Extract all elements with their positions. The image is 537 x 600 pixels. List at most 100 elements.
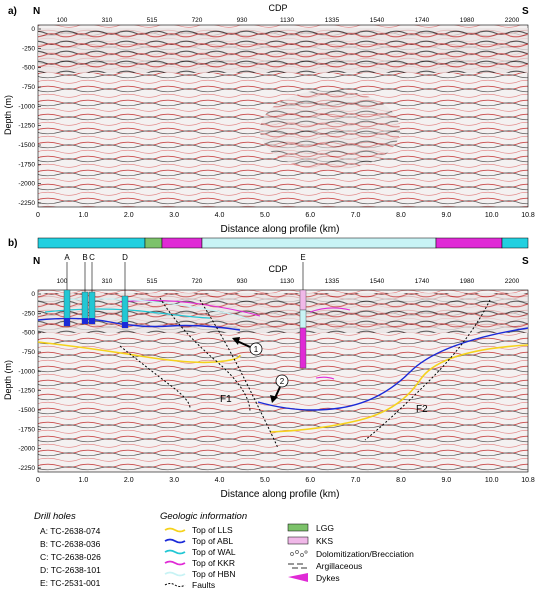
cdp-axis-title-b: CDP	[268, 264, 287, 274]
distance-tick-label: 2.0	[124, 477, 134, 484]
bar-segment-magenta-2	[435, 237, 503, 249]
depth-tick-label: -1000	[18, 103, 35, 110]
depth-tick-label: -2000	[18, 446, 35, 453]
legend-line-label: Top of HBN	[192, 569, 235, 579]
horizon-top-abl-north	[37, 317, 241, 331]
bar-segment-cyan-1	[37, 237, 146, 249]
distance-tick-label: 7.0	[351, 477, 361, 484]
drill-hole-entry: D: TC-2638-101	[40, 565, 101, 575]
depth-tick-label: -250	[22, 310, 35, 317]
distance-tick-label: 7.0	[351, 212, 361, 219]
cdp-tick-label: 1740	[415, 17, 430, 24]
drill-hole-entry: A: TC-2638-074	[40, 526, 101, 536]
distance-tick-label: 10.8	[521, 477, 535, 484]
seismic-shallow-reflectors-a	[38, 28, 528, 73]
depth-tick-label: -750	[22, 349, 35, 356]
drill-hole-letter: C	[89, 253, 95, 262]
distance-tick-label: 10.0	[485, 212, 499, 219]
cdp-tick-label: 930	[237, 17, 248, 24]
legend-line-swatch	[164, 527, 186, 533]
distance-axis-label-a: Distance along profile (km)	[221, 224, 340, 235]
cdp-tick-label: 1740	[415, 278, 430, 285]
fault-label-f2: F2	[416, 404, 428, 415]
drill-hole-entry: E: TC-2531-001	[40, 578, 101, 588]
drill-holes-list: A: TC-2638-074 B: TC-2638-036 C: TC-2638-0…	[40, 526, 101, 588]
drill-hole-c	[88, 262, 96, 325]
callout-1: 1	[232, 337, 263, 356]
distance-tick-label: 10.0	[485, 477, 499, 484]
distance-tick-label: 3.0	[169, 477, 179, 484]
distance-axis-label-b: Distance along profile (km)	[221, 489, 340, 500]
svg-text:LGG: LGG	[316, 523, 334, 533]
cdp-tick-label: 2200	[505, 17, 520, 24]
depth-axis-label-a: Depth (m)	[3, 95, 13, 135]
depth-tick-label: -2250	[18, 465, 35, 472]
cdp-tick-label: 1130	[280, 278, 294, 285]
fault-f1-a	[159, 297, 251, 413]
cdp-tick-label: 515	[147, 278, 158, 285]
distance-tick-label: 3.0	[169, 212, 179, 219]
horizon-top-kkr-2	[309, 307, 351, 313]
panel-a-label: a)	[8, 6, 17, 17]
cdp-tick-label: 720	[192, 278, 203, 285]
depth-tick-label: -250	[22, 45, 35, 52]
svg-text:KKS: KKS	[316, 536, 333, 546]
fault-minor	[119, 345, 191, 409]
distance-tick-label: 1.0	[79, 212, 89, 219]
depth-tick-label: 0	[31, 26, 35, 33]
legend-line-swatch	[164, 571, 186, 577]
svg-text:Dykes: Dykes	[316, 573, 340, 583]
legend-line-swatch	[164, 560, 186, 566]
depth-tick-label: -1500	[18, 142, 35, 149]
cdp-tick-label: 2200	[505, 278, 520, 285]
drill-hole-a	[63, 262, 71, 327]
cdp-tick-label: 1980	[460, 278, 475, 285]
cdp-tick-label: 1335	[325, 17, 340, 24]
distance-tick-labels-b: 0 1.0 2.0 3.0 4.0 5.0 6.0 7.0 8.0 9.0 10.0 10.8	[36, 477, 535, 484]
depth-tick-label: -1250	[18, 123, 35, 130]
depth-tick-label: 0	[31, 291, 35, 298]
distance-tick-label: 8.0	[396, 477, 406, 484]
cdp-tick-label: 1130	[280, 17, 294, 24]
legend-line-label: Top of KKR	[192, 558, 235, 568]
legend-line-swatch	[164, 549, 186, 555]
distance-tick-label: 2.0	[124, 212, 134, 219]
distance-tick-label: 10.8	[521, 212, 535, 219]
distance-tick-label: 6.0	[305, 477, 315, 484]
legend-line-label: Top of WAL	[192, 547, 236, 557]
bar-segment-magenta-1	[161, 237, 203, 249]
depth-tick-label: -500	[22, 65, 35, 72]
depth-tick-label: -1000	[18, 368, 35, 375]
depth-tick-label: -2000	[18, 181, 35, 188]
drill-hole-d	[121, 262, 129, 329]
horizon-top-kkr-3	[315, 376, 335, 380]
legend-symbol-dolomitization: Dolomitization/Brecciation	[290, 549, 414, 559]
panel-b-label: b)	[8, 238, 17, 249]
lithology-bar	[37, 237, 529, 249]
depth-tick-label: -1500	[18, 407, 35, 414]
south-label-b: S	[522, 256, 529, 267]
horizon-top-lls-south	[269, 344, 529, 433]
distance-tick-label: 1.0	[79, 477, 89, 484]
svg-text:Dolomitization/Brecciation: Dolomitization/Brecciation	[316, 549, 414, 559]
cdp-tick-label: 1540	[370, 17, 385, 24]
cdp-tick-label: 720	[192, 17, 203, 24]
drill-hole-letter: D	[122, 253, 128, 262]
distance-tick-label: 4.0	[215, 212, 225, 219]
cdp-axis-title-a: CDP	[268, 3, 287, 13]
distance-tick-label: 6.0	[305, 212, 315, 219]
drill-hole-letter: A	[64, 253, 70, 262]
cdp-tick-label: 100	[57, 17, 68, 24]
cdp-tick-labels-b: 100 310 515 720 930 1130 1335 1540 1740 1980 2200	[57, 278, 520, 285]
callout-2: 2	[270, 374, 289, 403]
north-label-b: N	[33, 256, 40, 267]
distance-tick-label: 9.0	[441, 212, 451, 219]
svg-text:1: 1	[254, 345, 259, 354]
drill-hole-e	[299, 262, 307, 369]
cdp-tick-label: 1540	[370, 278, 385, 285]
cdp-tick-label: 100	[57, 278, 68, 285]
seismic-bright-zone-a	[260, 90, 400, 170]
bar-segment-lightcyan	[201, 237, 437, 249]
cdp-tick-label: 930	[237, 278, 248, 285]
